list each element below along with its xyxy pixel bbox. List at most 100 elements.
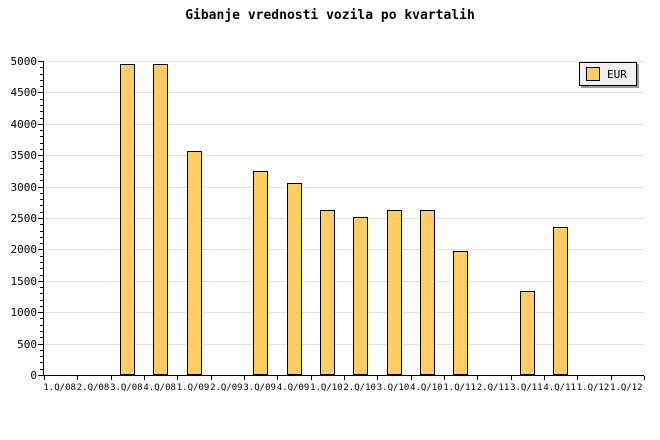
x-tick-label: 3.Q/11 [510,383,543,393]
y-tick-label: 2500 [10,212,38,225]
gridline [44,312,644,314]
x-boundary-tick [44,376,45,380]
gridline [44,92,644,94]
y-major-tick [38,155,44,157]
x-boundary-tick [111,376,112,380]
y-minor-tick [40,243,44,245]
gridline [44,343,644,345]
bar-2.Q/10 [353,217,369,375]
y-minor-tick [40,180,44,182]
bar-4.Q/11 [553,227,569,375]
y-minor-tick [40,293,44,295]
x-boundary-tick [477,376,478,380]
y-minor-tick [40,161,44,163]
x-tick-label: 1.Q/11 [443,383,476,393]
x-boundary-tick [411,376,412,380]
y-tick-label: 5000 [10,55,38,68]
y-minor-tick [40,274,44,276]
y-minor-tick [40,261,44,263]
y-tick-label: 0 [30,369,37,382]
y-minor-tick [40,362,44,364]
gridline [44,249,644,251]
x-tick-label: 1.Q/10 [310,383,343,393]
gridline [44,280,644,282]
bar-4.Q/10 [419,210,435,375]
x-boundary-tick [544,376,545,380]
y-major-tick [38,186,44,188]
x-boundary-tick [311,376,312,380]
y-minor-tick [40,148,44,150]
x-tick-label: 4.Q/11 [543,383,576,393]
y-tick-label: 1000 [10,306,38,320]
y-minor-tick [40,205,44,207]
y-minor-tick [40,255,44,257]
y-minor-tick [40,104,44,106]
y-minor-tick [40,224,44,226]
x-tick-label: 3.Q/08 [110,383,143,393]
y-major-tick [38,123,44,125]
bar-4.Q/09 [286,183,302,375]
y-minor-tick [40,199,44,201]
gridline [44,123,644,125]
y-tick-label: 3500 [10,149,38,163]
y-major-tick [38,218,44,219]
x-tick-label: 4.Q/08 [143,383,176,393]
x-boundary-tick [344,376,345,380]
y-major-tick [38,280,44,282]
x-tick-label: 2.Q/10 [343,383,376,393]
y-minor-tick [40,192,44,194]
bar-4.Q/08 [153,64,169,375]
y-minor-tick [40,337,44,339]
x-boundary-tick [77,376,78,380]
y-minor-tick [40,174,44,176]
y-minor-tick [40,331,44,333]
x-boundary-tick [611,376,612,380]
y-minor-tick [40,287,44,289]
x-tick-label: 2.Q/08 [76,383,110,393]
y-minor-tick [40,98,44,100]
y-minor-tick [40,299,44,301]
x-boundary-tick [144,376,145,380]
y-tick-label: 2000 [10,243,38,257]
y-major-tick [38,249,44,251]
gridline [44,186,644,188]
x-tick-label: 3.Q/10 [376,383,410,393]
x-tick-label: 1.Q/12 [610,383,643,393]
gridline [44,218,644,219]
y-tick-label: 500 [17,337,37,351]
y-minor-tick [40,117,44,119]
x-tick-label: 1.Q/09 [176,383,210,393]
bar-3.Q/11 [519,291,535,375]
y-minor-tick [40,236,44,238]
x-tick-label: 2.Q/09 [210,383,243,393]
x-boundary-tick [511,376,512,380]
x-boundary-tick [377,376,378,380]
y-minor-tick [40,73,44,75]
plot-area [38,61,645,380]
x-tick-label: 2.Q/11 [476,383,510,393]
y-major-tick [38,61,44,62]
y-major-tick [38,312,44,314]
x-boundary-tick [577,376,578,380]
y-minor-tick [40,111,44,113]
legend[interactable]: EUR [579,62,637,86]
gridline [44,155,644,157]
y-minor-tick [40,167,44,169]
y-tick-label: 1500 [10,274,38,288]
y-minor-tick [40,86,44,88]
x-boundary-tick [644,376,645,380]
y-minor-tick [40,368,44,370]
y-minor-tick [40,356,44,358]
y-minor-tick [40,230,44,232]
x-boundary-tick [444,376,445,380]
y-major-tick [38,343,44,345]
y-tick-label: 3000 [10,180,38,194]
y-minor-tick [40,142,44,144]
legend-label: EUR [607,67,627,81]
x-boundary-tick [277,376,278,380]
x-tick-label: 1.Q/12 [576,383,610,393]
x-boundary-tick [211,376,212,380]
x-boundary-tick [177,376,178,380]
legend-swatch-icon [586,67,600,81]
y-minor-tick [40,67,44,69]
